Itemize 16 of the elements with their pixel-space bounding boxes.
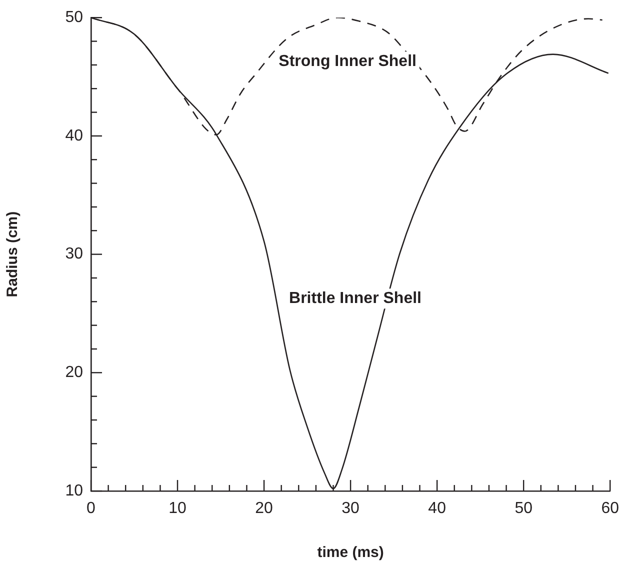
x-tick-label: 20 xyxy=(255,500,274,518)
y-tick-label: 50 xyxy=(65,9,84,26)
y-axis-title: Radius (cm) xyxy=(4,211,22,298)
x-tick-label: 30 xyxy=(342,500,360,518)
x-tick-label: 0 xyxy=(86,500,96,518)
y-tick-label: 30 xyxy=(65,246,84,263)
x-tick-label: 10 xyxy=(168,500,187,518)
x-tick-label: 60 xyxy=(601,500,620,518)
series-label: Brittle Inner Shell xyxy=(289,290,422,308)
x-tick-label: 50 xyxy=(514,500,533,518)
x-tick-label: 40 xyxy=(428,500,446,518)
y-tick-label: 40 xyxy=(65,127,84,144)
y-tick-label: 10 xyxy=(65,482,84,500)
series-label: Strong Inner Shell xyxy=(278,53,416,70)
x-axis-title: time (ms) xyxy=(317,544,384,562)
y-tick-label: 20 xyxy=(65,364,84,382)
